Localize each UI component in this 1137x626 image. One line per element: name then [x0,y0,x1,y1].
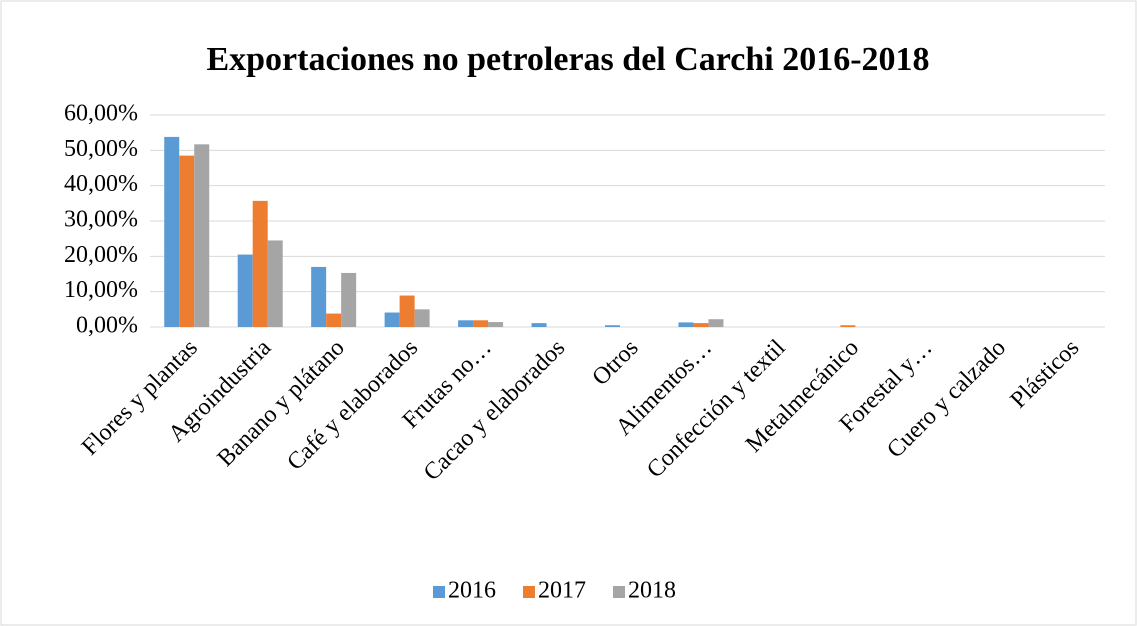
y-tick-label: 20,00% [64,242,138,268]
bar [326,313,342,327]
chart-title: Exportaciones no petroleras del Carchi 2… [206,41,929,78]
bar [840,325,856,327]
bar [164,136,180,327]
bar [399,295,415,327]
bar [384,312,400,327]
bar [252,200,268,327]
legend-label: 2018 [628,578,676,604]
bar [678,322,694,327]
bar [267,240,283,327]
legend-swatch [613,586,625,598]
bar [693,323,709,327]
y-tick-label: 40,00% [64,171,138,197]
y-tick-label: 50,00% [64,136,138,162]
legend-swatch [523,586,535,598]
bar [179,155,195,327]
y-tick-label: 10,00% [64,277,138,303]
y-tick-label: 0,00% [76,313,138,339]
bar [194,144,210,327]
bar [311,266,327,327]
bar [458,320,474,327]
bar [708,319,724,327]
bar [341,272,357,327]
bar [605,325,620,327]
legend-label: 2017 [538,578,586,604]
bar [414,309,430,327]
legend-label: 2016 [448,578,496,604]
y-tick-label: 60,00% [64,101,138,127]
legend-swatch [433,586,445,598]
bar [473,320,489,327]
bar [531,323,547,327]
bar [237,254,253,327]
bar [488,322,504,327]
y-tick-label: 30,00% [64,207,138,233]
